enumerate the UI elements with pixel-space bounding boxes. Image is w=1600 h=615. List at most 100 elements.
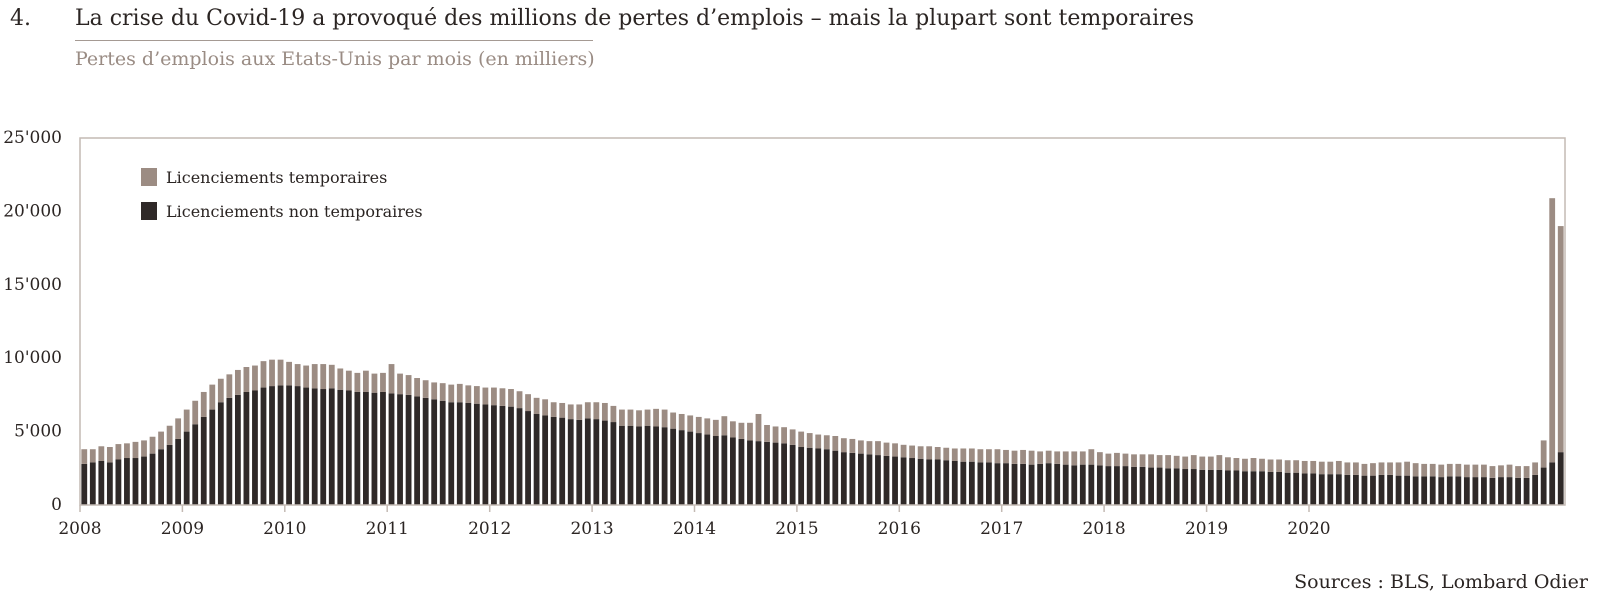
bar-non-temporary	[1190, 469, 1197, 505]
bar-non-temporary	[149, 453, 156, 505]
bar-temporary	[81, 449, 88, 464]
bar-temporary	[380, 372, 386, 392]
bar-non-temporary	[1020, 463, 1026, 505]
bar-temporary	[89, 449, 96, 463]
x-tick-label: 2013	[570, 519, 613, 539]
bar-temporary	[1515, 466, 1521, 478]
x-tick-label: 2014	[673, 519, 716, 539]
bar-temporary	[1498, 465, 1504, 478]
bar-temporary	[1335, 460, 1342, 475]
bar-non-temporary	[1011, 463, 1018, 505]
bar-temporary	[320, 364, 327, 390]
y-tick-label: 5'000	[14, 422, 62, 442]
bar-non-temporary	[328, 388, 335, 505]
bar-non-temporary	[1105, 466, 1112, 505]
bar-non-temporary	[1472, 477, 1479, 505]
y-tick-label: 0	[51, 495, 62, 515]
bar-non-temporary	[533, 413, 540, 505]
bar-non-temporary	[738, 438, 745, 505]
bar-temporary	[1361, 463, 1368, 476]
bar-non-temporary	[934, 459, 941, 505]
legend-swatch	[141, 202, 157, 220]
bar-non-temporary	[311, 388, 318, 505]
bar-temporary	[149, 436, 156, 454]
bar-non-temporary	[900, 457, 907, 505]
bar-temporary	[1276, 459, 1282, 472]
bar-non-temporary	[200, 416, 207, 505]
bar-temporary	[166, 425, 173, 445]
x-tick-label: 2009	[161, 519, 204, 539]
bar-temporary	[712, 419, 719, 437]
bar-non-temporary	[704, 434, 711, 505]
bar-temporary	[1540, 440, 1547, 468]
bar-non-temporary	[89, 462, 96, 505]
bar-temporary	[1506, 464, 1513, 478]
bar-temporary	[303, 365, 310, 388]
bar-non-temporary	[1259, 471, 1265, 505]
bar-temporary	[994, 449, 1001, 464]
bar-non-temporary	[439, 400, 446, 505]
bar-non-temporary	[1131, 466, 1137, 505]
x-tick-label: 2012	[468, 519, 511, 539]
bar-temporary	[1173, 455, 1180, 469]
bar-temporary	[1438, 464, 1445, 478]
bar-temporary	[311, 364, 318, 389]
bar-temporary	[354, 372, 361, 392]
bar-temporary	[858, 440, 864, 454]
bar-non-temporary	[636, 426, 642, 505]
bar-non-temporary	[1173, 468, 1180, 505]
bar-non-temporary	[951, 460, 958, 505]
bar-temporary	[226, 374, 233, 398]
bar-non-temporary	[1327, 474, 1334, 505]
bar-temporary	[294, 364, 301, 387]
bar-temporary	[1028, 450, 1035, 465]
bar-temporary	[209, 384, 216, 410]
bar-temporary	[158, 431, 164, 450]
bar-non-temporary	[397, 394, 403, 505]
bar-non-temporary	[525, 411, 531, 505]
chart-subtitle: Pertes d’emplois aux Etats-Unis par mois…	[75, 48, 595, 70]
bar-non-temporary	[653, 426, 659, 505]
bar-temporary	[1557, 226, 1564, 453]
bar-temporary	[559, 402, 566, 418]
bar-temporary	[234, 369, 241, 395]
bar-temporary	[1190, 455, 1197, 470]
bar-temporary	[1062, 451, 1069, 465]
bar-temporary	[1463, 464, 1470, 478]
bar-temporary	[473, 386, 480, 404]
bar-temporary	[849, 438, 856, 453]
bar-temporary	[243, 367, 250, 392]
bar-non-temporary	[729, 437, 736, 505]
bar-temporary	[516, 391, 523, 409]
bar-non-temporary	[388, 393, 395, 505]
bar-non-temporary	[371, 392, 378, 505]
bar-non-temporary	[1387, 474, 1393, 505]
bar-temporary	[1199, 456, 1206, 470]
bar-non-temporary	[670, 428, 677, 505]
bar-non-temporary	[303, 387, 310, 505]
bar-non-temporary	[277, 385, 284, 505]
bar-temporary	[627, 409, 634, 426]
bar-non-temporary	[875, 455, 881, 505]
bar-non-temporary	[1062, 464, 1069, 505]
source-note: Sources : BLS, Lombard Odier	[1294, 571, 1588, 593]
bar-temporary	[866, 441, 873, 455]
bar-non-temporary	[866, 454, 873, 505]
bar-temporary	[1037, 451, 1044, 464]
bar-temporary	[815, 434, 822, 449]
bar-temporary	[1472, 464, 1479, 478]
bar-temporary	[183, 409, 190, 432]
bar-temporary	[439, 383, 446, 401]
y-tick-label: 20'000	[3, 201, 62, 221]
figure-number: 4.	[10, 6, 31, 31]
bar-non-temporary	[644, 425, 651, 505]
bar-non-temporary	[465, 402, 472, 505]
x-tick-label: 2010	[263, 519, 306, 539]
bar-non-temporary	[695, 433, 702, 505]
bar-temporary	[653, 408, 659, 427]
bar-non-temporary	[986, 462, 992, 505]
bar-temporary	[1088, 449, 1095, 465]
bar-non-temporary	[1429, 476, 1436, 505]
bar-temporary	[542, 399, 549, 416]
